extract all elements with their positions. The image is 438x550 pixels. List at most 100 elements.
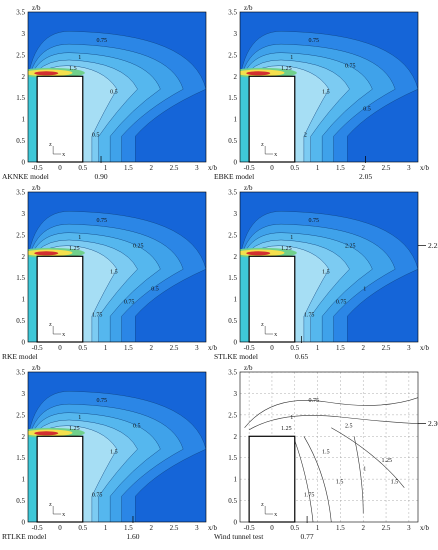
x-tick-label: 1.5 — [124, 164, 133, 172]
y-axis-label: z/b — [32, 184, 41, 192]
plot-frame — [27, 11, 207, 163]
x-tick-label: -0.5 — [32, 524, 44, 532]
y-tick-label: 0.5 — [16, 497, 25, 505]
contour-label: 1.5 — [69, 66, 77, 72]
y-tick-label: 1 — [22, 116, 26, 124]
x-tick-label: 0 — [270, 524, 274, 532]
y-tick-label: 1 — [234, 476, 238, 484]
contour-label: 1 — [363, 467, 366, 473]
x-tick-label: 0.5 — [78, 344, 87, 352]
x-tick-label: 1 — [104, 164, 108, 172]
x-tick-label: 1.5 — [336, 524, 345, 532]
building — [248, 75, 296, 163]
building — [36, 255, 84, 343]
contour-label: 1.5 — [391, 479, 399, 485]
panel-3: z x 0.75 1 1.25 1.5 1.75 0.25 0.5 0.75 0 0.5 1 1.5 2 2.… — [2, 184, 217, 361]
contour-label: 1 — [363, 287, 366, 293]
y-tick-label: 2 — [234, 73, 238, 81]
y-tick-label: 1.5 — [228, 274, 237, 282]
y-tick-label: 2.5 — [16, 411, 25, 419]
reattachment-label: 0.65 — [295, 352, 308, 361]
x-tick-label: 0 — [58, 524, 62, 532]
reattachment-label: 1.60 — [126, 532, 139, 541]
core-inner — [246, 251, 271, 256]
contour-label: 2 — [304, 132, 307, 138]
contour-label: 1 — [78, 235, 81, 241]
core-inner — [34, 431, 59, 436]
x-axis-label: x/b — [420, 344, 429, 352]
x-tick-label: 2.5 — [382, 344, 391, 352]
x-tick-label: 2.5 — [382, 164, 391, 172]
y-tick-label: 3.5 — [228, 189, 237, 197]
contour-label: 2.25 — [345, 244, 356, 250]
y-tick-label: 2 — [22, 73, 26, 81]
panel-4: z x 0.75 1 1.25 1.5 1.75 2.25 1 0.75 0 0.5 1 1.5 2 2.5 3… — [214, 184, 438, 361]
panel-title: RKE model — [2, 352, 38, 361]
axis-glyph-z-label: z — [261, 322, 264, 328]
y-tick-label: 1 — [234, 116, 238, 124]
contour-label: 1.5 — [322, 89, 330, 95]
building — [248, 435, 296, 523]
panel-title: EBKE model — [214, 172, 254, 181]
contour-line-1 — [244, 397, 418, 428]
y-axis-label: z/b — [244, 4, 253, 12]
y-tick-label: 2 — [234, 253, 238, 261]
contour-label: 1 — [290, 55, 293, 61]
y-tick-label: 1 — [22, 296, 26, 304]
axis-glyph-z-label: z — [49, 502, 52, 508]
y-tick-label: 1.5 — [228, 454, 237, 462]
y-tick-label: 2 — [234, 433, 238, 441]
y-tick-label: 1 — [22, 476, 26, 484]
y-axis-label: z/b — [244, 364, 253, 372]
core-inner — [34, 71, 59, 76]
axis-glyph-x-label: x — [62, 152, 65, 158]
y-tick-label: 2.5 — [228, 231, 237, 239]
contour-label: 0.75 — [308, 218, 319, 224]
contour-label: 2.5 — [345, 424, 353, 430]
x-tick-label: 1.5 — [124, 524, 133, 532]
y-tick-label: 0.5 — [228, 317, 237, 325]
x-tick-label: 0 — [58, 344, 62, 352]
x-tick-label: -0.5 — [244, 164, 256, 172]
contour-label: 1.5 — [322, 269, 330, 275]
y-tick-label: 2.5 — [228, 411, 237, 419]
panel-title: Wind tunnel test — [214, 532, 264, 541]
y-tick-label: 3 — [234, 390, 238, 398]
contour-label: 0.5 — [92, 132, 100, 138]
y-tick-label: 1 — [234, 296, 238, 304]
contour-label: 1 — [290, 235, 293, 241]
y-tick-label: 1.5 — [228, 94, 237, 102]
contour-label: 0.75 — [96, 398, 107, 404]
contour-label: 1.5 — [110, 449, 118, 455]
contour-line-3 — [294, 440, 314, 522]
axis-glyph-x-label: x — [274, 152, 277, 158]
panel-title: STLKE model — [214, 352, 258, 361]
x-tick-label: -0.5 — [32, 344, 44, 352]
x-tick-label: -0.5 — [244, 344, 256, 352]
x-tick-label: 1 — [316, 524, 320, 532]
contour-label: 0.75 — [96, 218, 107, 224]
y-tick-label: 1.5 — [16, 454, 25, 462]
y-tick-label: 0.5 — [228, 137, 237, 145]
x-tick-label: 3 — [407, 524, 411, 532]
panel-2: z x 0.75 1 1.25 1.5 2 0.75 0.5 0 0.5 1 1.5 2 2.5 3 3.5 z/… — [214, 4, 429, 181]
x-tick-label: 1 — [104, 344, 108, 352]
contour-label: 1 — [78, 415, 81, 421]
contour-label: 1.25 — [381, 458, 392, 464]
x-tick-label: 2.5 — [170, 524, 179, 532]
y-axis-label: z/b — [32, 364, 41, 372]
x-tick-label: 0 — [58, 164, 62, 172]
x-axis-label: x/b — [420, 164, 429, 172]
panel-title: RTLKE model — [2, 532, 46, 541]
x-tick-label: 3 — [195, 524, 199, 532]
x-tick-label: 2 — [361, 344, 365, 352]
y-tick-label: 0 — [234, 519, 238, 527]
x-tick-label: -0.5 — [32, 164, 44, 172]
y-tick-label: 0.5 — [16, 137, 25, 145]
x-tick-label: 2.5 — [170, 344, 179, 352]
contour-label: 1.25 — [69, 246, 80, 252]
y-tick-label: 0 — [234, 339, 238, 347]
y-tick-label: 3.5 — [16, 9, 25, 17]
